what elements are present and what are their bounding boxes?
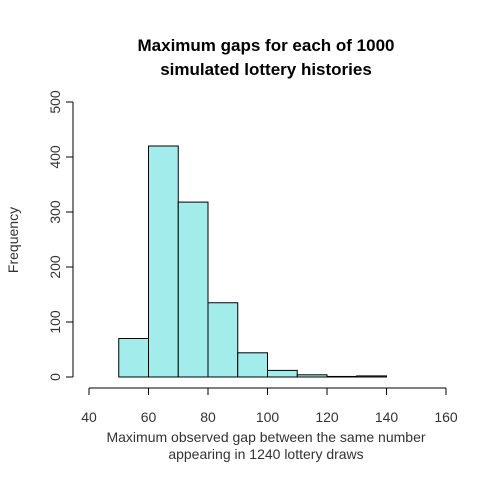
histogram-bar-50-60 [118, 338, 149, 378]
x-tick-label-40: 40 [81, 409, 97, 425]
x-axis-label-line-2: appearing in 1240 lottery draws [168, 446, 363, 462]
y-axis-label: Frequency [5, 207, 21, 273]
chart-title: Maximum gaps for each of 1000 simulated … [138, 36, 395, 79]
x-tick-label-140: 140 [375, 409, 399, 425]
x-tick-label-100: 100 [256, 409, 280, 425]
y-tick-label-300: 300 [47, 200, 63, 224]
x-tick-label-60: 60 [141, 409, 157, 425]
x-tick-label-120: 120 [315, 409, 339, 425]
y-tick-label-100: 100 [47, 310, 63, 334]
histogram-bar-120-130 [326, 375, 358, 378]
histogram-bar-90-100 [237, 352, 268, 378]
x-axis: 40 60 80 100 120 140 160 [81, 387, 458, 425]
y-tick-label-400: 400 [47, 145, 63, 169]
x-tick-label-80: 80 [200, 409, 216, 425]
y-tick-label-200: 200 [47, 255, 63, 279]
histogram-bar-60-70 [148, 145, 179, 378]
chart-title-line-1: Maximum gaps for each of 1000 [138, 36, 395, 55]
y-tick-label-500: 500 [47, 90, 63, 114]
y-tick-label-0: 0 [47, 373, 63, 381]
histogram-bar-70-80 [177, 201, 209, 378]
histogram-bar-100-110 [267, 369, 298, 378]
y-axis: 0 100 200 300 400 500 [47, 90, 74, 381]
histogram-bar-110-120 [296, 374, 328, 378]
x-axis-label-line-1: Maximum observed gap between the same nu… [106, 429, 425, 445]
histogram-bar-80-90 [207, 302, 239, 378]
histogram-bars [118, 145, 387, 378]
x-tick-label-160: 160 [434, 409, 458, 425]
chart-title-line-2: simulated lottery histories [160, 60, 372, 79]
histogram-bar-130-140 [356, 375, 387, 378]
